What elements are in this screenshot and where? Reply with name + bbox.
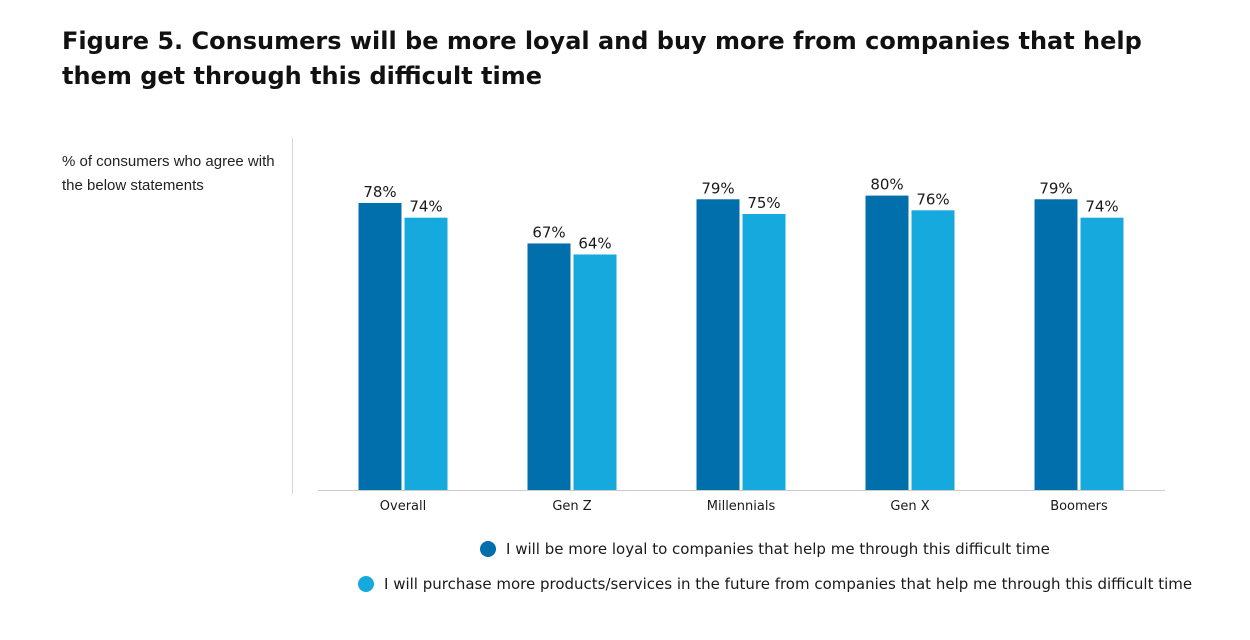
legend-item-loyal: I will be more loyal to companies that h… — [480, 540, 1050, 558]
category-labels-group: Overall Gen Z Millennials Gen X Boomers — [380, 499, 1108, 514]
data-label-millennials-series-1: 79% — [701, 179, 734, 197]
category-label-gen-z: Gen Z — [552, 499, 591, 514]
category-label-gen-x: Gen X — [890, 499, 929, 514]
bar-gen-z-series-2 — [573, 254, 617, 490]
bar-gen-x-series-2 — [911, 210, 955, 490]
vertical-divider — [292, 138, 293, 494]
bar-boomers-series-1 — [1034, 199, 1078, 490]
bar-millennials-series-2 — [742, 214, 786, 490]
data-label-overall-series-2: 74% — [409, 198, 442, 216]
bar-gen-x-series-1 — [865, 195, 909, 490]
category-label-millennials: Millennials — [707, 499, 776, 514]
legend-label-purchase: I will purchase more products/services i… — [384, 575, 1193, 593]
legend-label-loyal: I will be more loyal to companies that h… — [506, 540, 1050, 558]
data-label-gen-x-series-2: 76% — [916, 190, 949, 208]
bars-group — [358, 195, 1124, 490]
data-label-gen-x-series-1: 80% — [870, 176, 903, 194]
category-label-boomers: Boomers — [1050, 499, 1108, 514]
data-label-overall-series-1: 78% — [363, 183, 396, 201]
bar-boomers-series-2 — [1080, 217, 1124, 490]
legend-item-purchase: I will purchase more products/services i… — [358, 575, 1192, 593]
category-label-overall: Overall — [380, 499, 426, 514]
bar-millennials-series-1 — [696, 199, 740, 490]
bar-overall-series-1 — [358, 202, 402, 490]
chart-title: Figure 5. Consumers will be more loyal a… — [62, 27, 1142, 90]
data-label-boomers-series-2: 74% — [1085, 198, 1118, 216]
bar-overall-series-2 — [404, 217, 448, 490]
data-label-gen-z-series-2: 64% — [578, 234, 611, 252]
data-label-millennials-series-2: 75% — [747, 194, 780, 212]
legend-swatch-loyal — [480, 541, 496, 557]
legend-swatch-purchase — [358, 576, 374, 592]
bar-labels-group: 78% 74% 67% 64% 79% 75% 80% 76% 79% 74% — [363, 176, 1118, 253]
bar-gen-z-series-1 — [527, 243, 571, 490]
chart-subtitle: % of consumers who agree with the below … — [62, 153, 275, 194]
data-label-gen-z-series-1: 67% — [532, 223, 565, 241]
data-label-boomers-series-1: 79% — [1039, 179, 1072, 197]
